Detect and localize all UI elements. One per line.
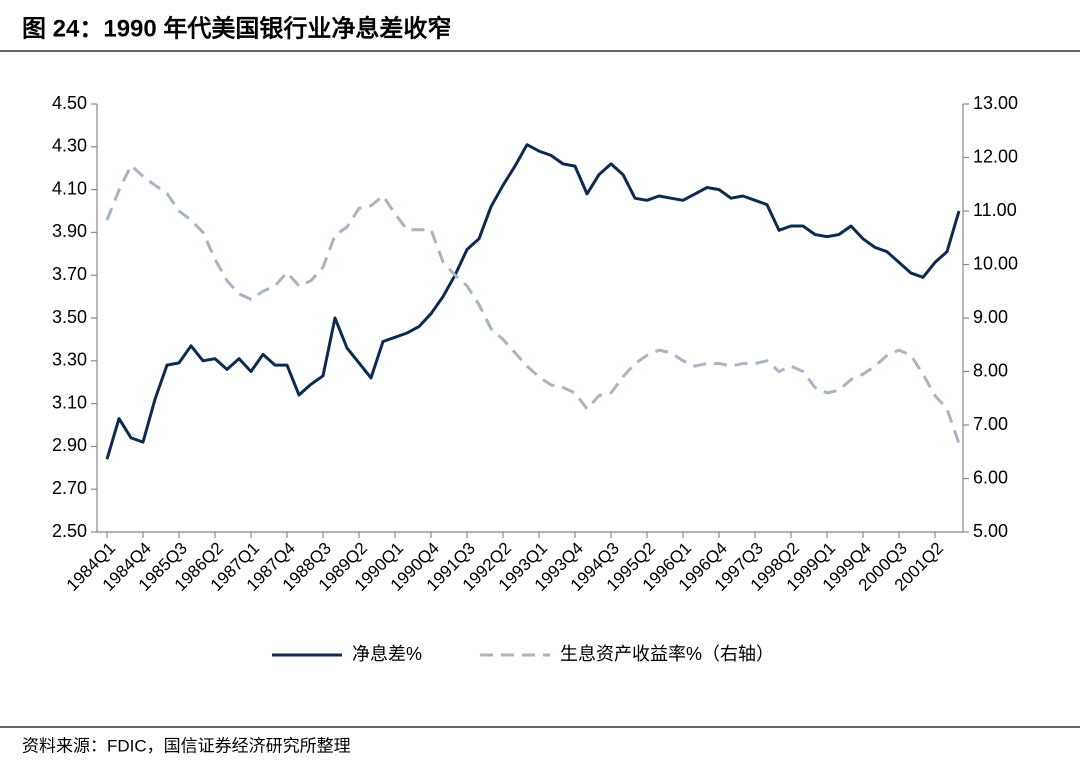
y-tick-label: 4.50	[52, 93, 87, 113]
y-tick-label: 3.50	[52, 307, 87, 327]
y2-tick-label: 11.00	[973, 200, 1017, 220]
y-tick-label: 2.50	[52, 521, 87, 541]
series-line	[105, 143, 961, 460]
y-tick-label: 3.30	[52, 350, 87, 370]
y-tick-label: 3.10	[52, 392, 87, 412]
chart-title: 图 24：1990 年代美国银行业净息差收窄	[22, 14, 451, 42]
series-line	[105, 164, 961, 445]
y-tick-label: 2.70	[52, 478, 87, 498]
y-tick-label: 3.70	[52, 264, 87, 284]
y2-tick-label: 13.00	[973, 93, 1018, 113]
y2-tick-label: 9.00	[973, 307, 1008, 327]
y2-tick-label: 8.00	[973, 360, 1008, 380]
legend-label: 净息差%	[352, 644, 422, 664]
source-note: 资料来源：FDIC，国信证券经济研究所整理	[22, 736, 351, 755]
legend-label: 生息资产收益率%（右轴）	[560, 644, 774, 664]
y2-tick-label: 10.00	[973, 253, 1018, 273]
y-tick-label: 4.10	[52, 178, 87, 198]
y2-tick-label: 5.00	[973, 521, 1008, 541]
y-tick-label: 3.90	[52, 221, 87, 241]
y-tick-label: 4.30	[52, 136, 87, 156]
y2-tick-label: 12.00	[973, 146, 1018, 166]
y-tick-label: 2.90	[52, 435, 87, 455]
y2-tick-label: 7.00	[973, 414, 1008, 434]
y2-tick-label: 6.00	[973, 467, 1008, 487]
